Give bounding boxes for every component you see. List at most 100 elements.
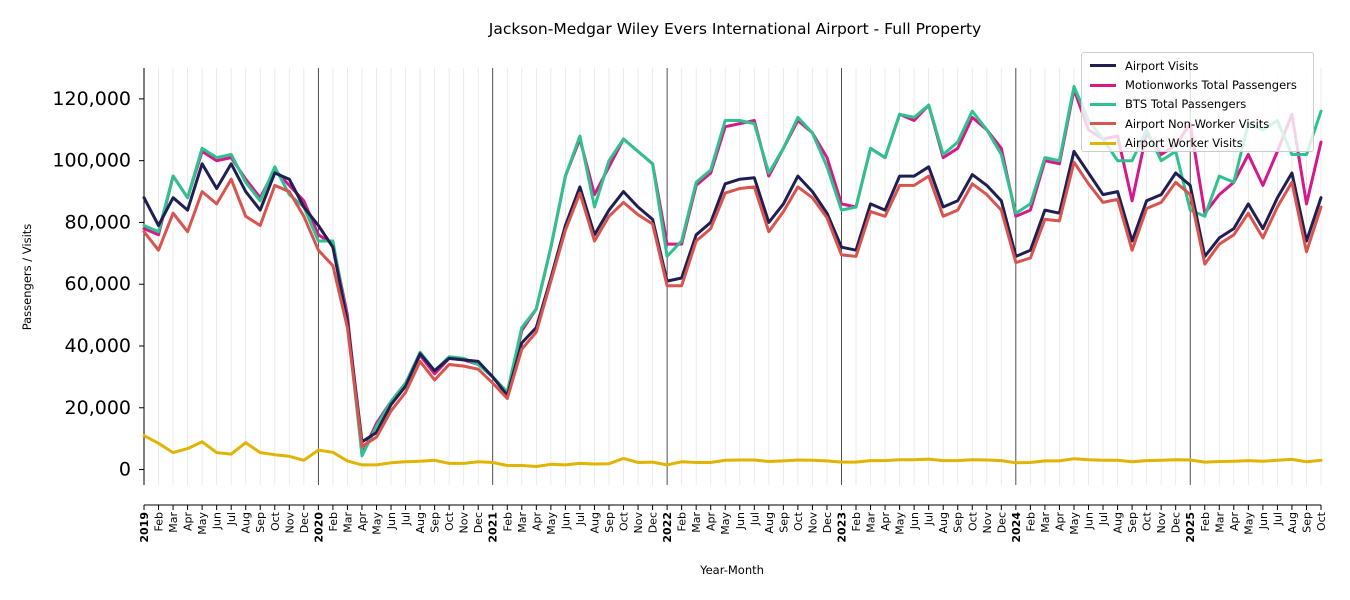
x-tick-label: Feb <box>153 512 166 531</box>
x-tick-label: Jun <box>1257 512 1270 530</box>
x-tick-label: Jun <box>211 512 224 530</box>
x-tick-label: Dec <box>472 512 485 533</box>
x-tick-label: Mar <box>341 512 354 533</box>
x-tick-label: Jul <box>574 512 587 526</box>
x-tick-label: Jul <box>225 512 238 526</box>
x-tick-label: Jul <box>923 512 936 526</box>
x-tick-label: Apr <box>530 512 543 532</box>
x-tick-label: Feb <box>327 512 340 531</box>
x-tick-label: 2022 <box>661 512 674 543</box>
legend-item: Airport Worker Visits <box>1090 134 1305 153</box>
x-tick-label: 2019 <box>138 512 151 543</box>
x-tick-label: Jun <box>1083 512 1096 530</box>
x-tick-label: Mar <box>1039 512 1052 533</box>
legend-item: Motionworks Total Passengers <box>1090 75 1305 94</box>
x-tick-label: Mar <box>690 512 703 533</box>
x-tick-label: Apr <box>182 512 195 532</box>
x-tick-label: Jun <box>385 512 398 530</box>
y-tick-label: 120,000 <box>52 88 131 110</box>
y-tick-label: 60,000 <box>65 273 131 295</box>
x-tick-label: Jul <box>1271 512 1284 526</box>
x-tick-label: Oct <box>1315 511 1328 531</box>
y-tick-label: 20,000 <box>65 397 131 419</box>
x-tick-label: May <box>196 512 209 535</box>
x-tick-label: 2020 <box>312 512 325 543</box>
x-tick-label: Oct <box>792 511 805 531</box>
x-tick-label: May <box>719 512 732 535</box>
x-tick-label: Apr <box>1053 512 1066 532</box>
x-tick-label: Sep <box>777 512 790 533</box>
x-tick-label: Sep <box>254 512 267 533</box>
x-tick-label: Aug <box>240 512 253 533</box>
x-tick-label: Feb <box>501 512 514 531</box>
legend-label: Airport Visits <box>1125 58 1199 73</box>
x-tick-label: 2021 <box>487 512 500 543</box>
legend-label: Airport Worker Visits <box>1125 136 1243 151</box>
x-tick-label: Sep <box>429 512 442 533</box>
x-tick-label: 2025 <box>1184 512 1197 543</box>
x-tick-label: Sep <box>603 512 616 533</box>
x-tick-label: Jun <box>908 512 921 530</box>
x-tick-label: Nov <box>458 512 471 534</box>
x-tick-label: Aug <box>588 512 601 533</box>
x-tick-label: Apr <box>1228 512 1241 532</box>
chart-legend: Airport Visits Motionworks Total Passenge… <box>1081 52 1314 152</box>
x-tick-label: Oct <box>618 511 631 531</box>
legend-item: Airport Visits <box>1090 56 1305 75</box>
x-tick-label: May <box>894 512 907 535</box>
x-tick-label: Mar <box>167 512 180 533</box>
x-tick-label: May <box>545 512 558 535</box>
x-tick-label: May <box>1068 512 1081 535</box>
x-tick-label: Oct <box>1141 511 1154 531</box>
x-tick-label: Jun <box>734 512 747 530</box>
x-tick-label: Feb <box>1199 512 1212 531</box>
x-axis-label: Year-Month <box>699 563 764 577</box>
y-tick-label: 40,000 <box>65 335 131 357</box>
legend-swatch <box>1090 102 1116 106</box>
x-tick-label: Feb <box>1024 512 1037 531</box>
legend-swatch <box>1090 64 1116 68</box>
x-tick-label: Jul <box>748 512 761 526</box>
x-tick-label: 2024 <box>1010 512 1023 543</box>
x-tick-label: Dec <box>995 512 1008 533</box>
x-tick-label: Sep <box>1300 512 1313 533</box>
x-tick-label: Apr <box>705 512 718 532</box>
x-tick-label: Mar <box>516 512 529 533</box>
legend-swatch <box>1090 83 1116 87</box>
legend-label: BTS Total Passengers <box>1125 97 1247 112</box>
x-tick-label: Apr <box>356 512 369 532</box>
x-tick-label: Nov <box>806 512 819 534</box>
x-tick-label: Feb <box>850 512 863 531</box>
x-tick-label: Oct <box>269 511 282 531</box>
x-tick-label: May <box>370 512 383 535</box>
y-tick-label: 100,000 <box>52 150 131 172</box>
y-tick-label: 0 <box>119 459 131 481</box>
x-tick-label: Oct <box>443 511 456 531</box>
x-tick-label: Nov <box>1155 512 1168 534</box>
y-axis-label: Passengers / Visits <box>20 224 34 331</box>
x-tick-label: Nov <box>632 512 645 534</box>
x-tick-label: Aug <box>937 512 950 533</box>
x-tick-label: Apr <box>879 512 892 532</box>
plot-area: 0 20,000 40,000 60,000 80,000 100,000 120,000 2… <box>52 68 1328 543</box>
x-tick-label: Sep <box>952 512 965 533</box>
x-tick-label: Mar <box>1213 512 1226 533</box>
series-line-airport-worker-visits <box>142 434 1323 468</box>
x-tick-label: Dec <box>1170 512 1183 533</box>
series-line-airport-visits <box>142 149 1323 444</box>
x-tick-label: Aug <box>1112 512 1125 533</box>
y-tick-label: 80,000 <box>65 211 131 233</box>
legend-swatch <box>1090 122 1116 126</box>
legend-swatch <box>1090 141 1116 145</box>
legend-label: Airport Non-Worker Visits <box>1125 116 1270 131</box>
x-tick-label: Feb <box>676 512 689 531</box>
x-tick-label: Jul <box>1097 512 1110 526</box>
x-tick-label: Nov <box>283 512 296 534</box>
x-tick-label: Jul <box>400 512 413 526</box>
x-tick-label: Dec <box>647 512 660 533</box>
legend-item: BTS Total Passengers <box>1090 95 1305 114</box>
x-tick-label: Aug <box>414 512 427 533</box>
legend-label: Motionworks Total Passengers <box>1125 78 1297 93</box>
x-tick-label: Mar <box>865 512 878 533</box>
